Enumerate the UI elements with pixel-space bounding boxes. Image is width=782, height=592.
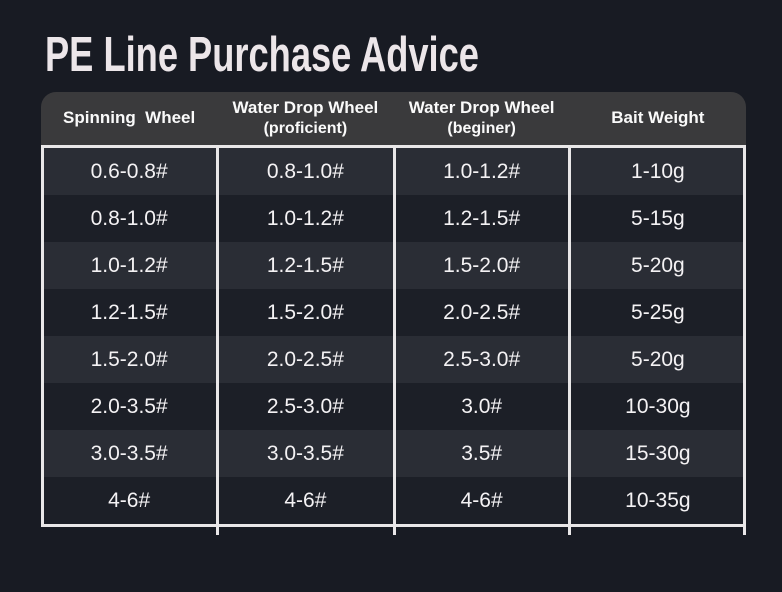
table-cell: 3.5#: [461, 441, 503, 465]
table-left-border-line: [41, 145, 44, 527]
table-cell: 2.5-3.0#: [443, 347, 521, 371]
table-cell: 4-6#: [108, 488, 151, 512]
table-cell: 3.0-3.5#: [90, 441, 168, 465]
pe-line-advice-table: Spinning Wheel Water Drop Wheel (profici…: [41, 92, 746, 543]
column-header-bait-weight: Bait Weight: [570, 92, 746, 145]
table-column-divider: [393, 145, 396, 535]
column-header-label: Bait Weight: [611, 108, 705, 128]
table-cell: 4-6#: [460, 488, 503, 512]
column-header-label: Spinning Wheel: [63, 108, 196, 128]
table-cell: 15-30g: [625, 441, 691, 465]
table-cell: 5-20g: [631, 253, 685, 277]
table-cell: 2.0-3.5#: [90, 394, 168, 418]
table-header-row: Spinning Wheel Water Drop Wheel (profici…: [41, 92, 746, 145]
table-cell: 1.0-1.2#: [90, 253, 168, 277]
table-cell: 1.2-1.5#: [90, 300, 168, 324]
table-cell: 1-10g: [631, 159, 685, 183]
column-header-sublabel: (beginer): [447, 120, 516, 138]
table-cell: 0.8-1.0#: [90, 206, 168, 230]
table-right-border-line: [743, 145, 746, 535]
column-header-label: Water Drop Wheel: [232, 98, 379, 118]
table-cell: 10-30g: [625, 394, 691, 418]
table-cell: 3.0-3.5#: [266, 441, 344, 465]
table-cell: 1.0-1.2#: [266, 206, 344, 230]
column-header-water-drop-beginner: Water Drop Wheel (beginer): [394, 92, 570, 145]
table-cell: 2.0-2.5#: [266, 347, 344, 371]
table-cell: 1.2-1.5#: [443, 206, 521, 230]
table-cell: 1.5-2.0#: [443, 253, 521, 277]
table-cell: 5-15g: [631, 206, 685, 230]
table-cell: 1.5-2.0#: [90, 347, 168, 371]
table-bottom-border-line: [41, 524, 746, 527]
table-cell: 0.8-1.0#: [266, 159, 344, 183]
table-cell: 4-6#: [284, 488, 327, 512]
table-cell: 5-20g: [631, 347, 685, 371]
table-cell: 1.5-2.0#: [266, 300, 344, 324]
table-cell: 10-35g: [625, 488, 691, 512]
table-cell: 5-25g: [631, 300, 685, 324]
column-header-sublabel: (proficient): [263, 120, 348, 138]
table-cell: 3.0#: [461, 394, 503, 418]
column-header-label: Water Drop Wheel: [408, 98, 555, 118]
table-cell: 1.2-1.5#: [266, 253, 344, 277]
table-cell: 0.6-0.8#: [90, 159, 168, 183]
table-column-divider: [568, 145, 571, 535]
column-header-water-drop-proficient: Water Drop Wheel (proficient): [217, 92, 393, 145]
table-cell: 2.0-2.5#: [443, 300, 521, 324]
table-cell: 2.5-3.0#: [266, 394, 344, 418]
column-header-spinning-wheel: Spinning Wheel: [41, 92, 217, 145]
table-column-divider: [216, 145, 219, 535]
page-title: PE Line Purchase Advice: [45, 28, 479, 82]
table-cell: 1.0-1.2#: [443, 159, 521, 183]
